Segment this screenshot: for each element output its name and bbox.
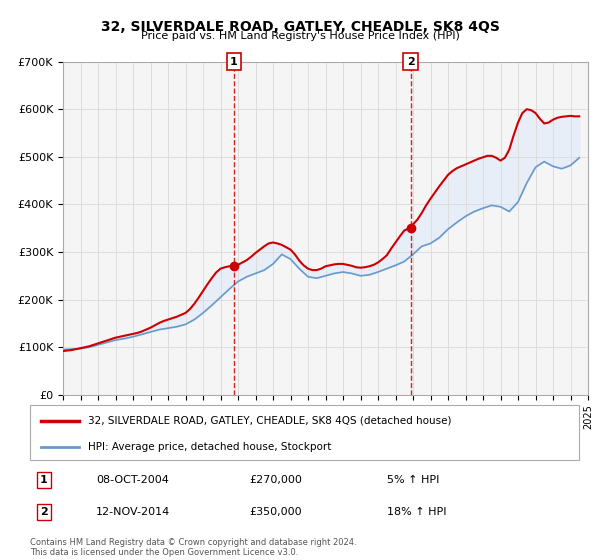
Text: This data is licensed under the Open Government Licence v3.0.: This data is licensed under the Open Gov… <box>30 548 298 557</box>
Text: 32, SILVERDALE ROAD, GATLEY, CHEADLE, SK8 4QS: 32, SILVERDALE ROAD, GATLEY, CHEADLE, SK… <box>101 20 499 34</box>
Text: 08-OCT-2004: 08-OCT-2004 <box>96 475 169 486</box>
Text: 32, SILVERDALE ROAD, GATLEY, CHEADLE, SK8 4QS (detached house): 32, SILVERDALE ROAD, GATLEY, CHEADLE, SK… <box>88 416 451 426</box>
Text: 1: 1 <box>230 57 238 67</box>
Text: 2: 2 <box>407 57 415 67</box>
Text: Contains HM Land Registry data © Crown copyright and database right 2024.: Contains HM Land Registry data © Crown c… <box>30 538 356 547</box>
Text: 5% ↑ HPI: 5% ↑ HPI <box>387 475 439 486</box>
Text: £270,000: £270,000 <box>250 475 302 486</box>
Text: £350,000: £350,000 <box>250 507 302 517</box>
FancyBboxPatch shape <box>30 405 579 460</box>
Text: 12-NOV-2014: 12-NOV-2014 <box>96 507 170 517</box>
Text: 2: 2 <box>40 507 47 517</box>
Text: Price paid vs. HM Land Registry's House Price Index (HPI): Price paid vs. HM Land Registry's House … <box>140 31 460 41</box>
Text: 18% ↑ HPI: 18% ↑ HPI <box>387 507 446 517</box>
Text: HPI: Average price, detached house, Stockport: HPI: Average price, detached house, Stoc… <box>88 442 331 451</box>
Text: 1: 1 <box>40 475 47 486</box>
